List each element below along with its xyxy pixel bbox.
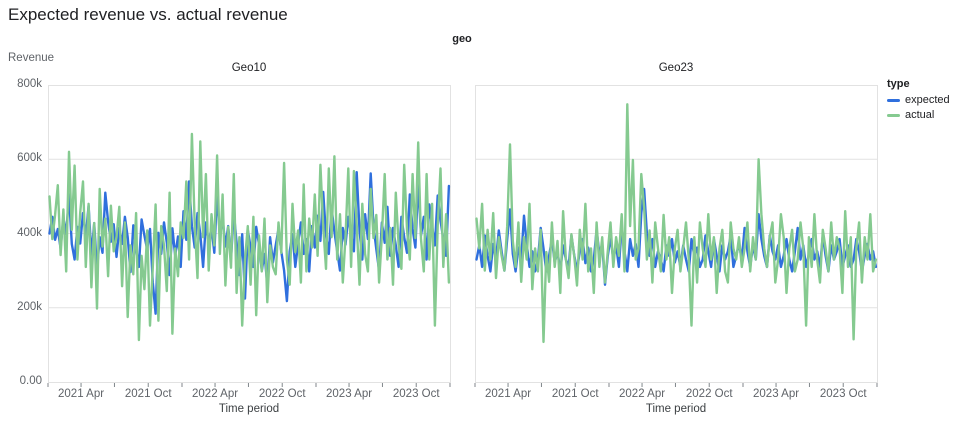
page-title: Expected revenue vs. actual revenue: [8, 5, 288, 24]
x-tick-label: 2022 Apr: [619, 388, 666, 400]
facet-title: Geo23: [658, 62, 694, 74]
x-tick-label: 2021 Apr: [58, 388, 105, 400]
legend-item-label: actual: [905, 109, 935, 121]
series-line-actual-geo23[interactable]: [475, 103, 878, 344]
y-axis-title: Revenue: [8, 52, 55, 64]
x-tick-label: 2023 Apr: [326, 388, 373, 400]
x-tick-label: 2022 Apr: [192, 388, 239, 400]
x-tick-label: 2022 Oct: [258, 388, 306, 400]
legend-item-expected[interactable]: expected: [887, 95, 957, 106]
y-tick-label: 400k: [17, 226, 42, 239]
y-tick-label: 800k: [17, 78, 42, 90]
x-tick-label: 2023 Oct: [819, 388, 867, 400]
actual-swatch-icon: [887, 114, 900, 117]
facet-field-label: geo: [452, 33, 472, 45]
legend-title: type: [887, 78, 910, 90]
expected-swatch-icon: [887, 99, 900, 102]
facet-title: Geo10: [231, 62, 267, 74]
x-tick-label: 2023 Apr: [753, 388, 800, 400]
y-tick-label: 600k: [17, 152, 42, 165]
plot-border: [475, 85, 878, 383]
x-tick-label: 2023 Oct: [392, 388, 440, 400]
series-line-actual-geo10[interactable]: [48, 132, 451, 342]
x-tick-label: 2021 Apr: [485, 388, 532, 400]
x-tick-label: 2021 Oct: [124, 388, 172, 400]
x-axis-title: Time period: [218, 403, 280, 415]
legend: type expected actual: [887, 78, 957, 125]
legend-item-actual[interactable]: actual: [887, 110, 957, 121]
x-axis-title: Time period: [645, 403, 707, 415]
legend-item-label: expected: [905, 94, 950, 106]
x-tick-label: 2021 Oct: [551, 388, 599, 400]
y-tick-label: 200k: [17, 300, 42, 313]
x-tick-label: 2022 Oct: [685, 388, 733, 400]
y-tick-label: 0.00: [19, 375, 42, 387]
